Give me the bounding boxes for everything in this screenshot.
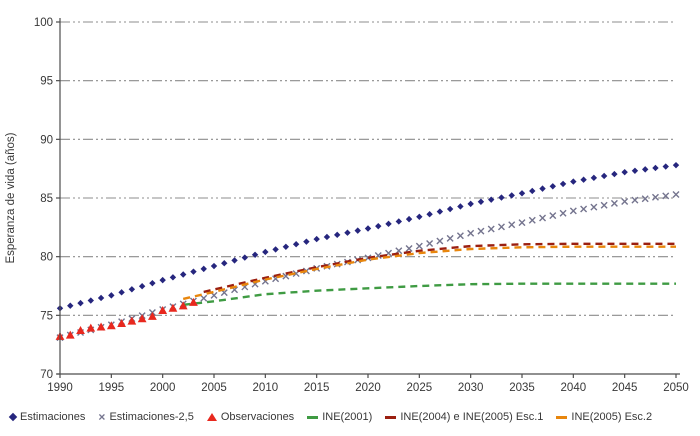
axes [57, 18, 680, 375]
x-tick-label: 2020 [355, 382, 381, 394]
triangle-marker-icon [206, 413, 217, 421]
legend-item-estimaciones-2-5: × Estimaciones-2,5 [98, 411, 193, 423]
x-axis-ticks: 1990 1995 2000 2005 2010 2015 2020 2025 2030 2035… [47, 374, 689, 394]
y-tick-label: 90 [40, 134, 53, 146]
series-ine-2005-esc-2 [182, 245, 676, 301]
x-tick-label: 2025 [407, 382, 433, 394]
y-axis-title: Esperanza de vida (años) [5, 132, 17, 263]
x-tick-label: 2010 [253, 382, 279, 394]
dash-marker-icon [556, 415, 568, 419]
x-tick-label: 2000 [150, 382, 176, 394]
x-tick-label: 1990 [47, 382, 73, 394]
x-tick-label: 2045 [612, 382, 638, 394]
legend-label: Observaciones [220, 411, 295, 423]
y-tick-label: 80 [40, 252, 53, 264]
legend-item-ine2001: INE(2001) [307, 411, 372, 423]
gridlines [60, 21, 676, 316]
life-expectancy-chart: 70 75 80 85 90 95 100 1990 1995 2000 2005 2010 2015 2… [5, 17, 689, 394]
legend-item-ine2004-esc1: INE(2004) e INE(2005) Esc.1 [385, 411, 543, 423]
x-tick-label: 2035 [509, 382, 535, 394]
y-axis-ticks: 70 75 80 85 90 95 100 [34, 17, 60, 381]
diamond-marker-icon [8, 412, 18, 422]
legend: Estimaciones × Estimaciones-2,5 Observac… [8, 404, 700, 430]
legend-label: INE(2001) [322, 411, 373, 423]
y-tick-label: 95 [40, 76, 53, 88]
y-tick-label: 85 [40, 193, 53, 205]
dash-marker-icon [385, 415, 397, 419]
x-tick-label: 2050 [663, 382, 689, 394]
legend-label: INE(2004) e INE(2005) Esc.1 [400, 411, 544, 423]
legend-item-estimaciones: Estimaciones [8, 411, 86, 423]
y-tick-label: 75 [40, 310, 53, 322]
legend-item-ine2005-esc2: INE(2005) Esc.2 [556, 411, 652, 423]
y-tick-label: 100 [34, 17, 53, 29]
x-tick-label: 2040 [561, 382, 587, 394]
y-tick-label: 70 [40, 369, 53, 381]
dash-marker-icon [307, 415, 319, 419]
series-estimaciones [56, 161, 680, 312]
legend-label: Estimaciones [20, 411, 86, 423]
x-tick-label: 2005 [201, 382, 227, 394]
legend-item-observaciones: Observaciones [206, 411, 295, 423]
x-tick-label: 2030 [458, 382, 484, 394]
legend-label: INE(2005) Esc.2 [571, 411, 653, 423]
x-tick-label: 1995 [99, 382, 125, 394]
series-ine-2004-e-ine-2005-esc-1 [203, 242, 676, 294]
series-ine-2001 [183, 282, 676, 306]
x-tick-label: 2015 [304, 382, 330, 394]
legend-label: Estimaciones-2,5 [109, 411, 194, 423]
series-observaciones [55, 297, 198, 340]
x-marker-icon: × [98, 410, 106, 424]
